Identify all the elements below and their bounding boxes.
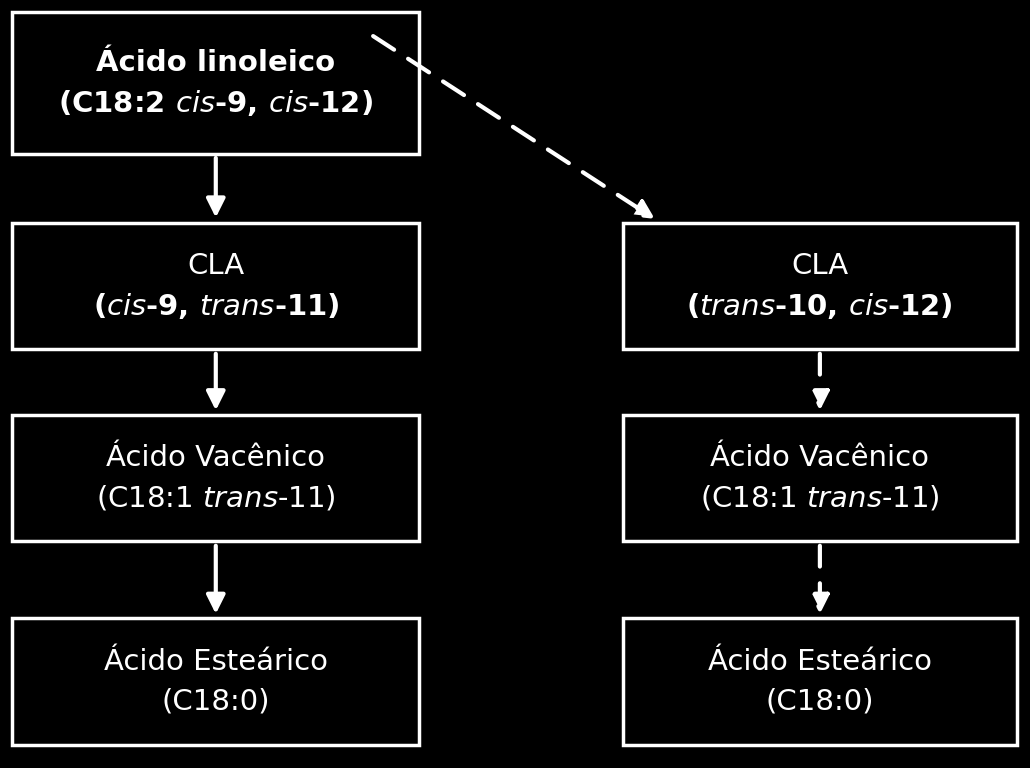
Text: (C18:0): (C18:0)	[162, 687, 270, 716]
Text: Ácido Vacênico: Ácido Vacênico	[711, 444, 929, 472]
Text: Ácido Esteárico: Ácido Esteárico	[104, 647, 328, 676]
Text: (C18:1 $\mathit{trans}$-11): (C18:1 $\mathit{trans}$-11)	[700, 484, 939, 512]
Text: CLA: CLA	[187, 252, 244, 280]
Text: Ácido Vacênico: Ácido Vacênico	[106, 444, 325, 472]
Text: ($\mathit{trans}$-10, $\mathit{cis}$-12): ($\mathit{trans}$-10, $\mathit{cis}$-12)	[686, 291, 954, 321]
Bar	[12, 415, 419, 541]
Text: (C18:0): (C18:0)	[765, 687, 874, 716]
Bar	[12, 12, 419, 154]
Bar	[12, 618, 419, 745]
Bar	[623, 223, 1017, 349]
Text: Ácido linoleico: Ácido linoleico	[96, 48, 336, 77]
Bar	[623, 415, 1017, 541]
Bar	[623, 618, 1017, 745]
Text: CLA: CLA	[791, 252, 849, 280]
Text: (C18:1 $\mathit{trans}$-11): (C18:1 $\mathit{trans}$-11)	[96, 484, 336, 512]
Text: ($\mathit{cis}$-9, $\mathit{trans}$-11): ($\mathit{cis}$-9, $\mathit{trans}$-11)	[93, 291, 339, 321]
Bar	[12, 223, 419, 349]
Text: (C18:2 $\mathit{cis}$-9, $\mathit{cis}$-12): (C18:2 $\mathit{cis}$-9, $\mathit{cis}$-…	[59, 88, 373, 118]
Text: Ácido Esteárico: Ácido Esteárico	[708, 647, 932, 676]
